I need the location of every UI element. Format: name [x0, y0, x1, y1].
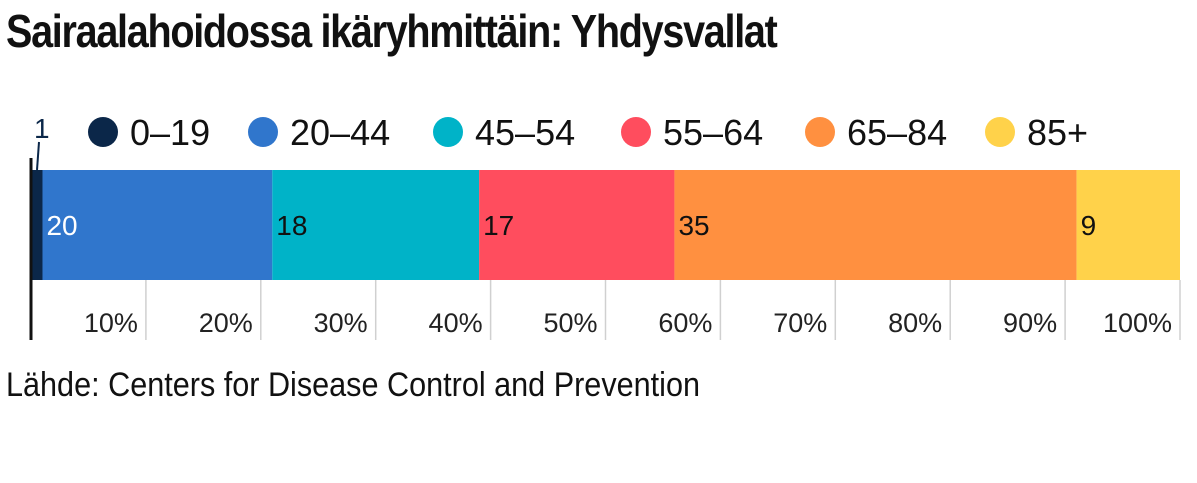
legend-label: 55–64: [663, 112, 763, 153]
legend-swatch: [621, 117, 651, 147]
gridlines: [145, 280, 1181, 340]
data-label: 18: [276, 210, 307, 241]
source-note: Lähde: Centers for Disease Control and P…: [6, 366, 700, 404]
label-leader-line: [36, 141, 40, 171]
bar-segments: [31, 170, 1180, 280]
legend-swatch: [985, 117, 1015, 147]
bar-segment: [674, 170, 1077, 280]
x-tick-label: 90%: [1003, 308, 1057, 338]
legend-label: 20–44: [290, 112, 390, 153]
bar-segment: [479, 170, 675, 280]
chart-title: Sairaalahoidossa ikäryhmittäin: Yhdysval…: [6, 5, 778, 57]
legend: 0–19 20–44 45–54 55–64 65–84 85+: [88, 112, 1088, 153]
data-label: 1: [34, 113, 50, 144]
data-label: 17: [483, 210, 514, 241]
x-tick-label: 70%: [773, 308, 827, 338]
data-label: 35: [678, 210, 709, 241]
bar-segment: [272, 170, 480, 280]
legend-label: 85+: [1027, 112, 1088, 153]
x-tick-label: 100%: [1103, 308, 1172, 338]
legend-swatch: [805, 117, 835, 147]
x-tick-label: 80%: [888, 308, 942, 338]
x-tick-label: 30%: [314, 308, 368, 338]
data-label: 20: [46, 210, 77, 241]
legend-label: 65–84: [847, 112, 947, 153]
x-tick-label: 20%: [199, 308, 253, 338]
legend-swatch: [433, 117, 463, 147]
x-tick-label: 50%: [543, 308, 597, 338]
legend-label: 0–19: [130, 112, 210, 153]
data-label: 9: [1081, 210, 1097, 241]
bar-segment: [31, 170, 43, 280]
x-tick-label: 60%: [658, 308, 712, 338]
x-tick-label: 40%: [429, 308, 483, 338]
bar-segment: [42, 170, 273, 280]
x-axis-ticks: 10% 20% 30% 40% 50% 60% 70% 80% 90% 100%: [84, 308, 1172, 338]
x-tick-label: 10%: [84, 308, 138, 338]
legend-swatch: [248, 117, 278, 147]
data-labels: 1 20 18 17 35 9: [34, 113, 1096, 241]
legend-swatch: [88, 117, 118, 147]
bar-segment: [1076, 170, 1180, 280]
legend-label: 45–54: [475, 112, 575, 153]
